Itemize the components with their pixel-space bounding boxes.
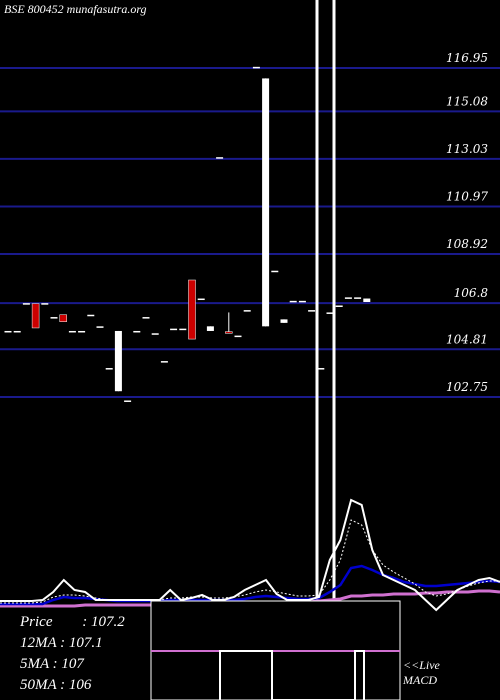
- candle-body: [243, 310, 251, 312]
- candle-body: [317, 368, 325, 370]
- stat-50ma: 50MA : 106: [20, 677, 91, 694]
- candle-body: [179, 328, 187, 331]
- candle-body: [31, 303, 40, 329]
- candle-body: [188, 279, 196, 340]
- candle-body: [133, 330, 141, 333]
- candle-body: [280, 319, 288, 323]
- candle-body: [216, 157, 224, 159]
- y-tick-label: 115.08: [446, 94, 488, 108]
- stat-price-value: : 107.2: [82, 614, 125, 630]
- candle-body: [151, 333, 159, 335]
- candle-body: [252, 66, 260, 69]
- macd-live-label: <<Live: [403, 658, 440, 672]
- y-tick-label: 108.92: [446, 237, 488, 251]
- candle-body: [78, 330, 86, 333]
- candle-body: [271, 270, 279, 273]
- candle-body: [335, 305, 343, 307]
- stat-50ma-value: : 106: [60, 677, 92, 693]
- candle-body: [160, 361, 168, 363]
- candle-body: [96, 326, 104, 328]
- stat-price-label: Price: [20, 614, 53, 630]
- stat-price: Price : 107.2: [20, 614, 125, 631]
- candle-body: [4, 330, 12, 333]
- candle-body: [234, 335, 242, 338]
- candle-body: [170, 328, 178, 331]
- stat-5ma-value: : 107: [52, 656, 84, 672]
- stat-50ma-label: 50MA: [20, 677, 57, 693]
- indicator-white-line: [0, 498, 500, 612]
- indicator-dotted-line: [0, 519, 500, 604]
- candle-body: [326, 312, 334, 314]
- candle-body: [59, 314, 67, 322]
- candle-body: [197, 298, 205, 301]
- candle-body: [68, 330, 76, 333]
- candle-body: [363, 298, 371, 303]
- stat-12ma-label: 12MA: [20, 635, 57, 651]
- candle-body: [41, 303, 49, 305]
- y-tick-label: 102.75: [446, 380, 488, 394]
- y-tick-label: 110.97: [446, 190, 488, 204]
- candle-body: [262, 78, 270, 327]
- candle-body: [225, 331, 233, 334]
- macd-histogram-line: [219, 650, 365, 700]
- y-tick-label: 106.8: [454, 286, 489, 300]
- candle-body: [114, 330, 122, 392]
- candle-body: [289, 300, 297, 303]
- candle-body: [308, 310, 316, 312]
- candle-body: [124, 400, 132, 402]
- candle-body: [206, 326, 214, 331]
- candle-body: [22, 303, 30, 305]
- candle-body: [142, 317, 150, 319]
- macd-label: MACD: [403, 673, 437, 687]
- stat-12ma-value: : 107.1: [60, 635, 103, 651]
- y-tick-label: 104.81: [446, 332, 488, 346]
- indicator-blue-line: [0, 564, 500, 606]
- y-tick-label: 116.95: [446, 51, 488, 65]
- candle-body: [13, 330, 21, 333]
- candle-body: [105, 368, 113, 370]
- candle-body: [354, 297, 362, 299]
- stat-12ma: 12MA : 107.1: [20, 635, 103, 652]
- y-tick-label: 113.03: [446, 142, 488, 156]
- stat-5ma: 5MA : 107: [20, 656, 84, 673]
- candle-body: [344, 297, 352, 299]
- candle-body: [50, 317, 58, 319]
- candle-body: [87, 314, 95, 317]
- candle-body: [298, 300, 306, 303]
- stat-5ma-label: 5MA: [20, 656, 49, 672]
- chart-title: BSE 800452 munafasutra.org: [4, 2, 147, 16]
